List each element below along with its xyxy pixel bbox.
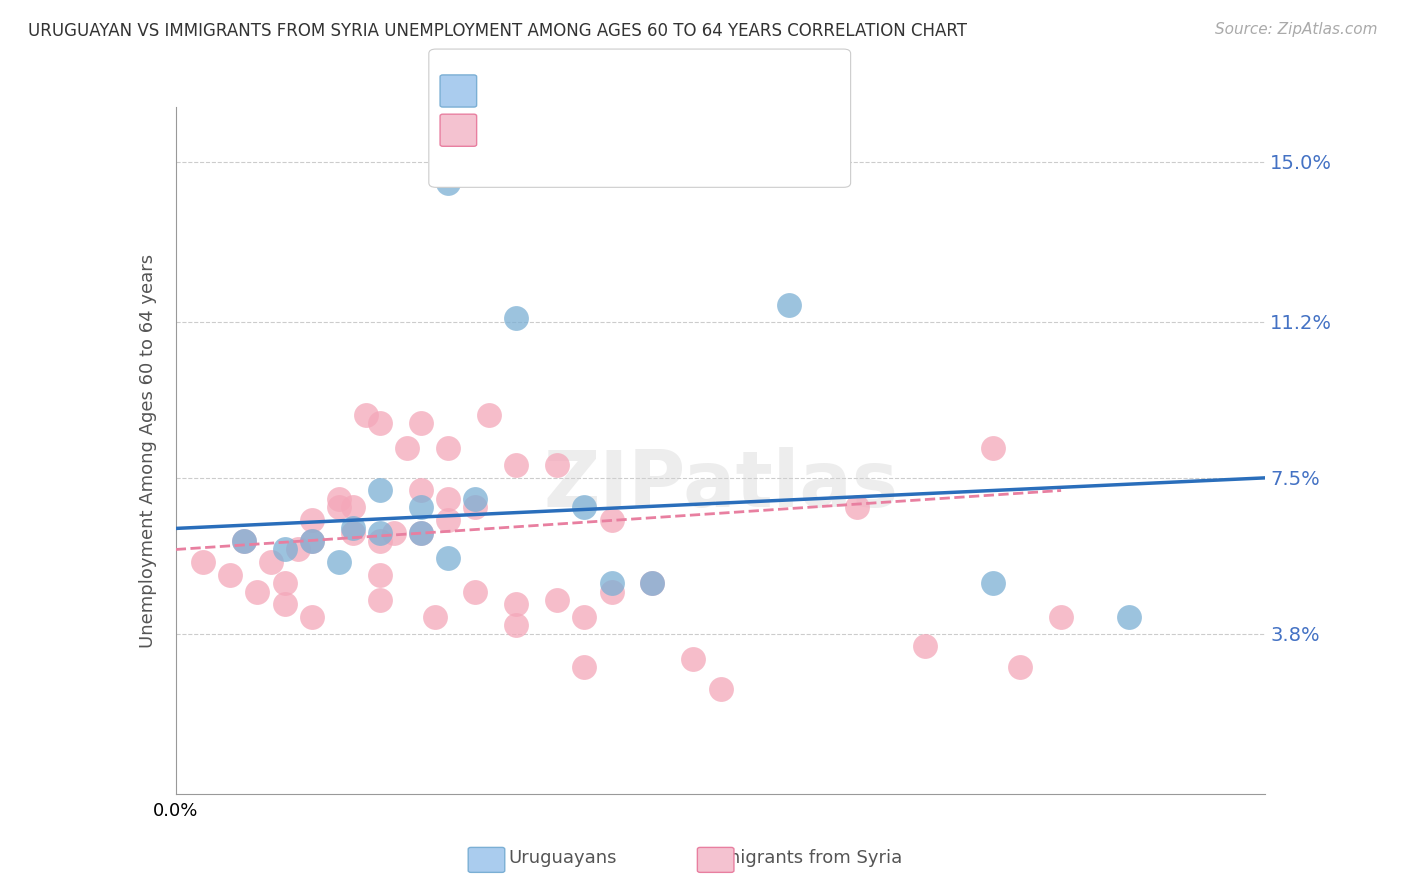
Point [274, 542, 297, 557]
Point [574, 500, 596, 515]
Point [600, 513, 623, 527]
Point [478, 408, 501, 422]
Point [981, 442, 1004, 456]
Point [382, 525, 405, 540]
Point [246, 584, 269, 599]
Point [641, 576, 664, 591]
Point [1010, 660, 1032, 674]
Point [546, 458, 568, 473]
Point [342, 500, 364, 515]
Point [342, 525, 364, 540]
Point [342, 521, 364, 535]
Text: URUGUAYAN VS IMMIGRANTS FROM SYRIA UNEMPLOYMENT AMONG AGES 60 TO 64 YEARS CORREL: URUGUAYAN VS IMMIGRANTS FROM SYRIA UNEMP… [28, 22, 967, 40]
Point [301, 534, 323, 549]
Point [505, 618, 527, 632]
Point [301, 534, 323, 549]
Point [641, 576, 664, 591]
Point [574, 610, 596, 624]
Point [219, 567, 242, 582]
Point [437, 491, 460, 506]
Point [437, 513, 460, 527]
Text: N =: N = [605, 120, 644, 138]
Point [368, 525, 391, 540]
Point [778, 298, 800, 312]
Point [546, 593, 568, 607]
Text: R =: R = [482, 120, 522, 138]
Point [409, 500, 432, 515]
Point [464, 584, 486, 599]
Point [409, 483, 432, 498]
Point [274, 597, 297, 611]
Point [574, 660, 596, 674]
Point [1118, 610, 1140, 624]
Point [914, 640, 936, 654]
Point [356, 408, 378, 422]
Point [368, 483, 391, 498]
Point [981, 576, 1004, 591]
Point [437, 442, 460, 456]
Point [1050, 610, 1073, 624]
Point [368, 534, 391, 549]
Point [505, 458, 527, 473]
Text: Immigrants from Syria: Immigrants from Syria [700, 849, 903, 867]
Point [396, 442, 419, 456]
Text: ZIPatlas: ZIPatlas [543, 447, 898, 523]
Point [301, 610, 323, 624]
Point [600, 576, 623, 591]
Point [409, 416, 432, 430]
Point [301, 513, 323, 527]
Point [368, 416, 391, 430]
Point [328, 555, 350, 569]
Point [437, 176, 460, 190]
Point [232, 534, 254, 549]
Text: 0.0%: 0.0% [153, 802, 198, 820]
Point [710, 681, 733, 696]
Point [600, 584, 623, 599]
Point [464, 500, 486, 515]
Point [328, 500, 350, 515]
Text: 0.150: 0.150 [548, 120, 605, 138]
Point [409, 525, 432, 540]
Text: R =: R = [482, 80, 522, 98]
Point [232, 534, 254, 549]
Point [845, 500, 868, 515]
Text: Source: ZipAtlas.com: Source: ZipAtlas.com [1215, 22, 1378, 37]
Point [423, 610, 446, 624]
Y-axis label: Unemployment Among Ages 60 to 64 years: Unemployment Among Ages 60 to 64 years [139, 253, 157, 648]
Point [368, 593, 391, 607]
Point [368, 567, 391, 582]
Text: 0.118: 0.118 [548, 80, 606, 98]
Text: 49: 49 [661, 120, 686, 138]
Point [437, 550, 460, 565]
Point [274, 576, 297, 591]
Text: Uruguayans: Uruguayans [508, 849, 617, 867]
Point [409, 525, 432, 540]
Point [505, 597, 527, 611]
Point [505, 310, 527, 325]
Point [328, 491, 350, 506]
Point [464, 491, 486, 506]
Point [682, 652, 704, 666]
Point [260, 555, 283, 569]
Point [287, 542, 309, 557]
Text: 18: 18 [661, 80, 686, 98]
Text: N =: N = [605, 80, 644, 98]
Point [191, 555, 214, 569]
